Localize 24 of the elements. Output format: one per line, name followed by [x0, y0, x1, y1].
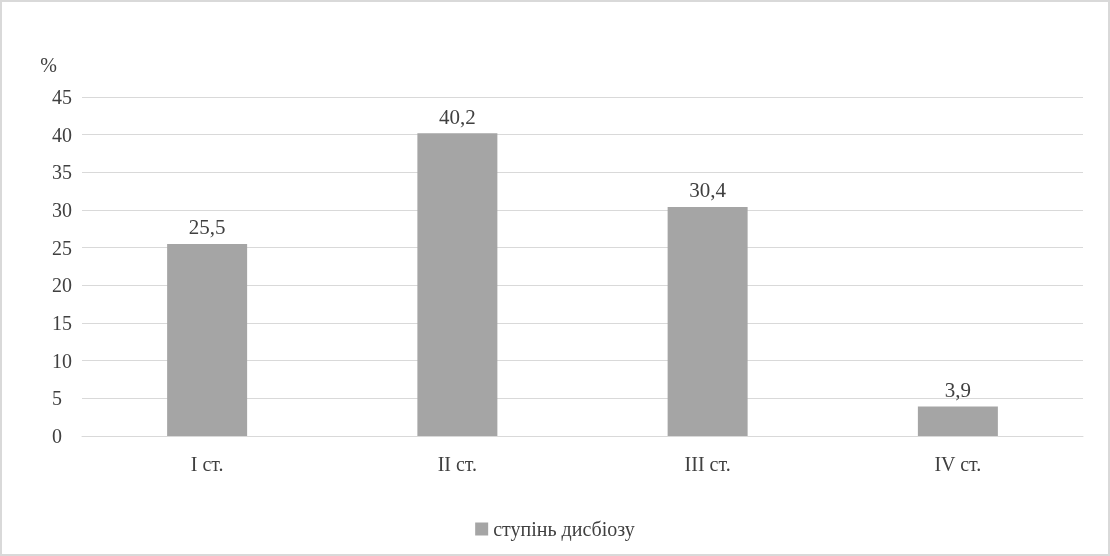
data-label: 3,9 — [944, 378, 971, 403]
y-tick-label: 30 — [52, 199, 72, 221]
bar — [167, 243, 248, 436]
data-label: 30,4 — [689, 178, 727, 203]
y-tick-label: 20 — [52, 274, 72, 297]
y-tick-label: 40 — [52, 123, 72, 146]
x-tick-label: II ст. — [437, 453, 478, 475]
bar — [417, 133, 498, 436]
x-tick-label: III ст. — [684, 453, 731, 475]
bar — [917, 406, 998, 436]
y-tick-label: 15 — [52, 312, 72, 334]
legend-label: ступінь дисбіозу — [493, 518, 635, 541]
y-tick-label: 5 — [52, 387, 62, 410]
data-label: 25,5 — [188, 215, 226, 240]
y-tick-label: 10 — [52, 349, 72, 372]
data-label: 40,2 — [439, 104, 476, 129]
x-tick-label: I ст. — [190, 453, 224, 475]
y-tick-label: 25 — [52, 236, 72, 259]
y-axis-title: % — [40, 54, 57, 76]
y-tick-label: 35 — [52, 161, 72, 184]
bar — [667, 206, 748, 436]
y-tick-label: 45 — [52, 86, 72, 108]
x-tick-label: IV ст. — [934, 453, 982, 475]
y-tick-label: 0 — [52, 425, 62, 447]
